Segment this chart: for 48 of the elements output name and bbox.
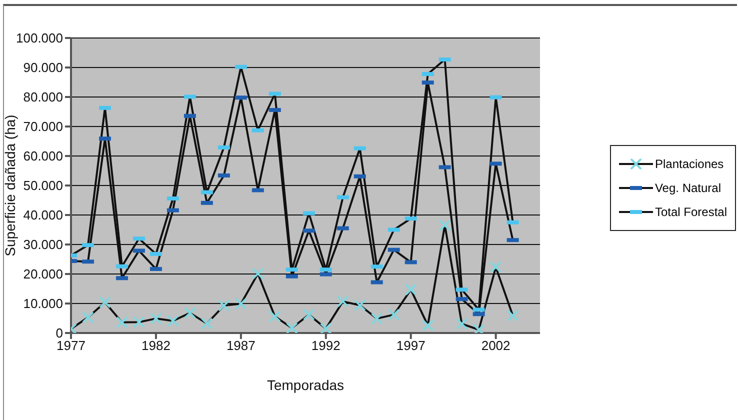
- y-tick-label: 90.000: [23, 60, 63, 76]
- point: [200, 318, 213, 330]
- point: [404, 284, 417, 296]
- x-tick-label: 1987: [226, 338, 256, 354]
- y-tick-label: 80.000: [23, 90, 63, 105]
- point: [166, 314, 179, 327]
- y-axis-title: Superficie dañada (ha): [2, 114, 18, 256]
- point: [506, 310, 519, 322]
- point: [234, 298, 247, 310]
- legend-label: Plantaciones: [654, 157, 724, 171]
- point: [388, 308, 400, 321]
- point: [218, 300, 230, 312]
- point: [286, 322, 298, 333]
- point: [184, 306, 196, 319]
- y-tick-label: 0: [56, 326, 63, 341]
- y-tick-label: 60.000: [23, 148, 63, 164]
- y-tick-label: 10.000: [23, 296, 63, 312]
- point: [116, 316, 128, 328]
- x-tick-label: 1992: [311, 338, 340, 354]
- y-tick-label: 100.000: [16, 30, 63, 46]
- y-tick-label: 30.000: [23, 237, 63, 252]
- point: [252, 268, 264, 280]
- point: [438, 219, 451, 232]
- point: [132, 316, 145, 328]
- point: [320, 322, 332, 333]
- y-tick-label: 50.000: [23, 178, 63, 194]
- point: [268, 310, 281, 322]
- legend-label: Total Forestal: [654, 205, 727, 219]
- x-tick-label: 1982: [142, 338, 170, 354]
- point: [336, 295, 349, 308]
- point: [354, 299, 366, 312]
- y-tick-label: 40.000: [23, 208, 63, 223]
- point: [82, 311, 94, 324]
- x-tick-label: 1977: [56, 338, 86, 354]
- point: [98, 296, 111, 308]
- y-tick-label: 70.000: [23, 119, 63, 134]
- y-tick-label: 20.000: [23, 266, 63, 282]
- point: [490, 261, 502, 274]
- legend-label: Veg. Natural: [654, 181, 722, 195]
- point: [456, 318, 468, 330]
- point: [302, 308, 315, 321]
- x-tick-label: 1997: [396, 338, 426, 354]
- x-axis-title: Temporadas: [266, 377, 344, 393]
- x-tick-label: 2002: [481, 338, 510, 354]
- point: [422, 319, 434, 332]
- point: [370, 312, 383, 325]
- point: [472, 324, 485, 333]
- point: [150, 312, 162, 325]
